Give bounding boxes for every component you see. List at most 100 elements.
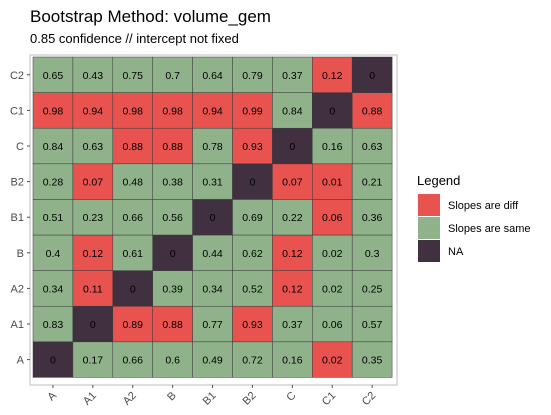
cell-value-B2-A1: 0.07 [83,177,104,189]
heatmap-cell-A2-A1 [72,270,114,307]
cell-value-C1-A1: 0.94 [83,105,104,117]
cell-value-A1-A2: 0.89 [123,319,144,331]
heatmap-cell-B1-C2 [351,199,393,236]
heatmap-cell-A1-C2 [351,305,393,343]
cell-value-C2-C1: 0.12 [322,70,343,82]
heatmap-cell-C1-B [152,92,193,129]
cell-value-A-B2: 0.72 [242,355,263,367]
cell-value-A2-A: 0.34 [43,283,64,295]
cell-value-C2-C2: 0 [369,70,375,82]
cell-value-A2-C2: 0.25 [362,283,383,295]
heatmap-cell-B-C [272,234,313,271]
cell-value-A1-B: 0.88 [162,319,183,331]
heatmap-cell-A-A [32,341,74,378]
chart-subtitle: 0.85 confidence // intercept not fixed [30,31,239,46]
cell-value-C-C1: 0.16 [322,141,343,153]
heatmap-cell-C2-A1 [72,56,114,93]
y-tick-label-C1: C1 [10,105,24,117]
cell-value-C2-B2: 0.79 [242,70,263,82]
heatmap-cell-A-B1 [192,341,233,378]
cell-value-C-B1: 0.78 [202,141,223,153]
cell-value-A-A1: 0.17 [83,355,104,367]
cell-value-B2-C2: 0.21 [362,177,383,189]
x-axis: A A1 A2 B B1 B2 C C1 C2 [45,385,378,408]
legend-title: Legend [417,173,460,188]
heatmap-cell-C2-B [152,56,193,93]
cell-value-B-A2: 0.61 [123,248,144,260]
cell-value-B-C1: 0.02 [322,248,343,260]
heatmap-cell-A1-C1 [312,305,353,343]
y-tick-label-A1: A1 [11,319,24,331]
heatmap-cell-C2-A2 [112,56,153,93]
cell-value-B-A: 0.4 [46,248,61,260]
heatmap-cell-A1-A1 [72,305,114,343]
cell-value-A1-C1: 0.06 [322,319,343,331]
legend-swatch-na [418,240,440,262]
cell-value-B2-B: 0.38 [162,177,183,189]
heatmap-cell-A2-B2 [232,270,273,307]
heatmap-cell-B-A [32,234,74,271]
cell-value-B1-B2: 0.69 [242,212,263,224]
cell-value-C-B: 0.88 [162,141,183,153]
heatmap-cell-C1-A1 [72,92,114,129]
cell-value-B2-C1: 0.01 [322,177,343,189]
cell-value-C1-C2: 0.88 [362,105,383,117]
heatmap-cell-B1-C1 [312,199,353,236]
cell-value-C-C2: 0.63 [362,141,383,153]
cell-value-C-A: 0.84 [43,141,64,153]
cell-value-C-C: 0 [289,141,295,153]
cell-value-B2-C: 0.07 [282,177,303,189]
heatmap-cell-B2-C [272,163,313,200]
y-tick-label-C2: C2 [10,70,24,82]
cell-value-A-B: 0.6 [165,355,180,367]
heatmap-cell-C2-C2 [351,56,393,93]
heatmap-cell-A2-B [152,270,193,307]
heatmap-cell-A2-A [32,270,74,307]
heatmap-cell-C-B1 [192,127,233,165]
legend: Legend Slopes are diff Slopes are same NA [417,173,531,262]
cell-value-C-A2: 0.88 [123,141,144,153]
heatmap-cell-C1-B2 [232,92,273,129]
heatmap-cell-C-C [272,127,313,165]
cell-value-A2-B2: 0.52 [242,283,263,295]
cell-value-B-B1: 0.44 [202,248,223,260]
cell-value-B1-B: 0.56 [162,212,183,224]
cell-value-B-B: 0 [170,248,176,260]
heatmap-cell-C-A1 [72,127,114,165]
legend-swatch-diff [418,194,440,216]
cell-value-B1-B1: 0 [210,212,216,224]
x-tick-label-B1: B1 [201,390,219,408]
heatmap-cells: 0 0.17 0.66 0.6 0.49 0.72 0.16 0.02 0.35 0.83 0 0.8… [32,56,393,378]
heatmap-cell-B2-A [32,163,74,200]
heatmap-cell-A1-B2 [232,305,273,343]
heatmap-cell-C-A2 [112,127,153,165]
cell-value-A1-A: 0.83 [43,319,64,331]
legend-label-diff: Slopes are diff [448,200,519,212]
y-axis: A A1 A2 B B1 B2 C C1 C2 [10,70,30,367]
heatmap-cell-C-B2 [232,127,273,165]
cell-value-A-C2: 0.35 [362,355,383,367]
cell-value-A-B1: 0.49 [202,355,223,367]
heatmap-cell-A2-C2 [351,270,393,307]
cell-value-A1-A1: 0 [90,319,96,331]
legend-swatch-same [418,217,440,239]
heatmap-cell-B2-B [152,163,193,200]
cell-value-C-A1: 0.63 [83,141,104,153]
cell-value-A2-B1: 0.34 [202,283,223,295]
cell-value-C1-A: 0.98 [43,105,64,117]
heatmap-cell-A-B [152,341,193,378]
y-tick-label-B2: B2 [11,177,24,189]
heatmap-cell-B2-A1 [72,163,114,200]
heatmap-cell-C1-C2 [351,92,393,129]
x-tick-label-C: C [284,390,298,404]
heatmap-cell-B2-A2 [112,163,153,200]
cell-value-B1-A1: 0.23 [83,212,104,224]
heatmap-cell-C1-B1 [192,92,233,129]
cell-value-C2-A: 0.65 [43,70,64,82]
cell-value-A2-A2: 0 [130,283,136,295]
y-tick-label-A: A [17,355,25,367]
cell-value-C2-B: 0.7 [165,70,180,82]
heatmap-cell-B2-C1 [312,163,353,200]
heatmap-cell-B-B2 [232,234,273,271]
